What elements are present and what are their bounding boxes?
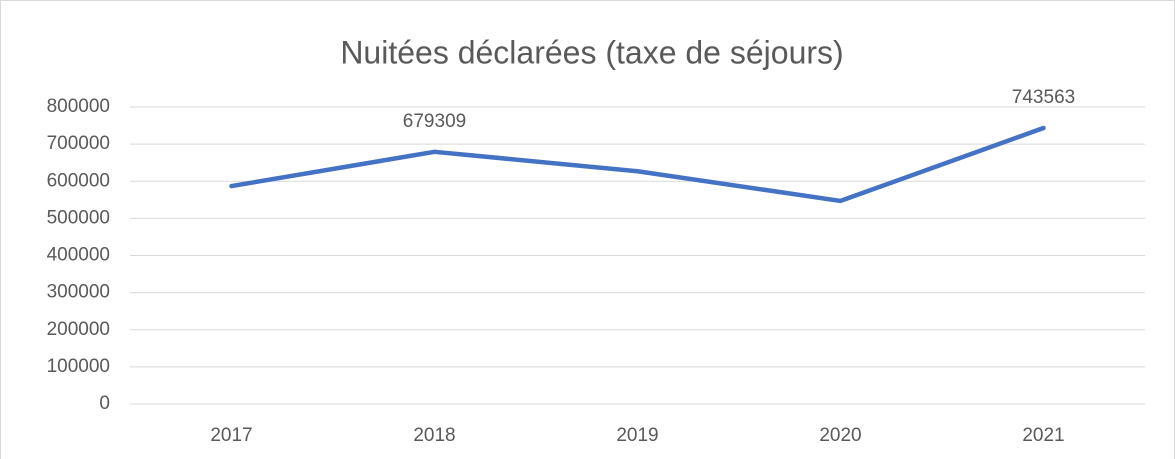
x-tick-label: 2019: [616, 425, 658, 446]
x-tick-label: 2017: [210, 425, 252, 446]
y-tick-label: 800000: [47, 96, 110, 117]
line-series: [229, 125, 1046, 204]
y-tick-label: 300000: [47, 282, 110, 303]
y-tick-label: 200000: [47, 319, 110, 340]
y-tick-label: 500000: [47, 207, 110, 228]
y-tick-label: 100000: [47, 356, 110, 377]
chart-title: Nuitées déclarées (taxe de séjours): [340, 34, 843, 70]
y-tick-label: 700000: [47, 133, 110, 154]
y-tick-label: 0: [99, 393, 110, 414]
y-tick-label: 600000: [47, 170, 110, 191]
x-tick-label: 2020: [819, 425, 861, 446]
y-tick-label: 400000: [47, 245, 110, 266]
data-label: 679309: [403, 111, 466, 132]
data-label: 743563: [1012, 87, 1075, 108]
x-tick-label: 2018: [413, 425, 455, 446]
x-tick-label: 2021: [1022, 425, 1064, 446]
